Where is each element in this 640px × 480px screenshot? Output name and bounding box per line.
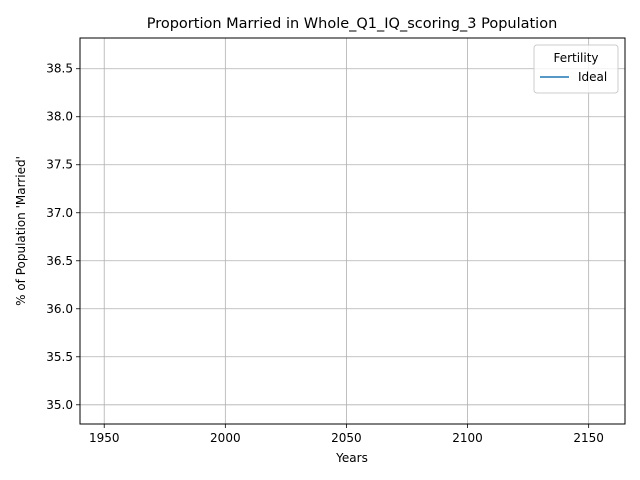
legend: Fertility Ideal: [533, 44, 619, 94]
chart-title: Proportion Married in Whole_Q1_IQ_scorin…: [147, 16, 558, 32]
legend-box: [533, 44, 619, 94]
y-axis-ticks: 35.0 35.5 36.0 36.5 37.0 37.5 38.0 38.5: [46, 62, 80, 412]
y-tick-label: 35.0: [46, 398, 73, 412]
y-tick-label: 38.0: [46, 110, 73, 124]
x-tick-label: 1950: [89, 431, 120, 445]
x-axis-ticks: 1950 2000 2050 2100 2150: [89, 424, 604, 445]
plot-frame: [79, 37, 626, 425]
y-axis-label: % of Population 'Married': [14, 156, 28, 306]
x-tick-label: 2150: [573, 431, 604, 445]
x-tick-label: 2000: [210, 431, 241, 445]
y-tick-label: 36.0: [46, 302, 73, 316]
plot-area: [80, 38, 625, 424]
x-tick-label: 2050: [331, 431, 362, 445]
y-tick-label: 38.5: [46, 62, 73, 76]
legend-label-ideal: Ideal: [578, 70, 607, 84]
x-tick-label: 2100: [452, 431, 483, 445]
y-tick-label: 37.5: [46, 158, 73, 172]
y-tick-label: 36.5: [46, 254, 73, 268]
y-tick-label: 35.5: [46, 350, 73, 364]
y-tick-label: 37.0: [46, 206, 73, 220]
legend-title: Fertility: [553, 51, 598, 65]
x-axis-label: Years: [335, 451, 368, 465]
